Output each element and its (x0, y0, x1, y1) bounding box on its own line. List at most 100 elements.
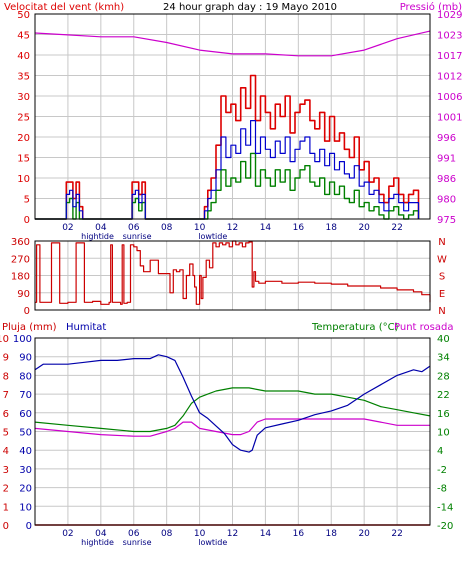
top-hour-tick: 14 (260, 223, 272, 233)
top-tide-label: hightide (81, 232, 114, 241)
top-hour-tick: 12 (227, 223, 238, 233)
temperature-tick: 10 (437, 428, 450, 439)
wind-speed-tick: 45 (17, 31, 30, 42)
temperature-tick: -8 (437, 484, 447, 495)
direction-tick: 360 (11, 237, 30, 248)
top-tide-label: lowtide (198, 232, 227, 241)
wind-speed-tick: 35 (17, 72, 30, 83)
bottom-tide-label: lowtide (198, 538, 227, 547)
humidity-tick: 80 (19, 371, 32, 382)
pressure-tick: 1017 (437, 51, 462, 62)
wind-speed-tick: 40 (17, 51, 30, 62)
temperature-tick: 22 (437, 390, 450, 401)
direction-tick: 0 (24, 306, 30, 317)
top-frame (34, 13, 431, 220)
top-title: 24 hour graph day : 19 Mayo 2010 (163, 2, 337, 13)
rain-tick: 1 (3, 502, 9, 513)
wind-speed-tick: 0 (24, 215, 30, 226)
direction-letter: S (439, 272, 445, 283)
direction-letter: N (438, 306, 445, 317)
direction-tick: 180 (11, 272, 30, 283)
rain-tick: 5 (3, 428, 9, 439)
temperature-tick: -14 (437, 502, 453, 513)
pressure-tick: 980 (437, 195, 456, 206)
bottom-hour-tick: 02 (62, 529, 73, 539)
top-hour-tick: 22 (391, 223, 402, 233)
rain-tick: 0 (3, 521, 9, 532)
temperature-tick: 34 (437, 353, 450, 364)
humidity-tick: 20 (19, 484, 32, 495)
top-left-label: Velocitat del vent (kmh) (4, 2, 124, 13)
bottom-hour-tick: 06 (128, 529, 140, 539)
bottom-hour-tick: 10 (194, 529, 206, 539)
rain-tick: 6 (3, 409, 9, 420)
rain-tick: 8 (3, 371, 9, 382)
bottom-tide-label: hightide (81, 538, 114, 547)
humidity-tick: 60 (19, 409, 32, 420)
direction-letter: N (438, 237, 445, 248)
bottom-hour-tick: 20 (358, 529, 370, 539)
direction-letter: W (437, 254, 447, 265)
top-hour-tick: 08 (161, 223, 173, 233)
top-hour-tick: 16 (293, 223, 305, 233)
bottom-dew-label: Punt rosada (394, 322, 453, 333)
top-tide-label: sunrise (123, 232, 152, 241)
temperature-tick: 16 (437, 409, 450, 420)
wind-speed-tick: 50 (17, 10, 30, 21)
wind-speed-tick: 10 (17, 174, 30, 185)
rain-tick: 2 (3, 484, 9, 495)
top-hour-tick: 18 (326, 223, 338, 233)
pressure-tick: 1012 (437, 72, 462, 83)
wind-gust-line (35, 74, 420, 220)
wind-speed-tick: 5 (24, 195, 30, 206)
rain-tick: 3 (3, 465, 9, 476)
grid-layer (35, 14, 430, 525)
bottom-hour-tick: 08 (161, 529, 173, 539)
humidity-tick: 70 (19, 390, 32, 401)
temperature-tick: 28 (437, 371, 450, 382)
direction-letter: E (439, 289, 445, 300)
dewpoint-line (34, 418, 430, 437)
wind-speed-tick: 25 (17, 113, 30, 124)
pressure-tick: 996 (437, 133, 456, 144)
pressure-tick: 991 (437, 154, 456, 165)
rain-tick: 7 (3, 390, 9, 401)
bottom-rain-label: Pluja (mm) (2, 322, 57, 333)
humidity-tick: 30 (19, 465, 32, 476)
rain-tick: 4 (3, 446, 9, 457)
humidity-tick: 50 (19, 428, 32, 439)
bottom-hour-tick: 16 (293, 529, 305, 539)
bottom-hour-tick: 14 (260, 529, 272, 539)
top-hour-tick: 04 (95, 223, 107, 233)
top-hour-tick: 10 (194, 223, 206, 233)
tick-label-layer: 5045403530252015105010291023101710121006… (0, 10, 462, 547)
humidity-tick: 90 (19, 353, 32, 364)
rain-tick: 10 (0, 334, 9, 345)
pressure-line (34, 30, 431, 57)
temperature-tick: 4 (437, 446, 443, 457)
humidity-tick: 40 (19, 446, 32, 457)
temperature-tick: -2 (437, 465, 447, 476)
temperature-line (34, 387, 431, 433)
pressure-tick: 1001 (437, 113, 462, 124)
bottom-hour-tick: 22 (391, 529, 402, 539)
pressure-tick: 1029 (437, 10, 462, 21)
top-right-label: Pressió (mb) (400, 1, 462, 13)
pressure-tick: 975 (437, 215, 456, 226)
bottom-temp-label: Temperatura (°C) (311, 322, 399, 333)
temperature-tick: 40 (437, 334, 450, 345)
frame-layer (34, 13, 431, 526)
rain-tick: 9 (3, 353, 9, 364)
humidity-tick: 100 (13, 334, 32, 345)
top-hour-tick: 02 (62, 223, 73, 233)
bottom-hour-tick: 12 (227, 529, 238, 539)
temperature-tick: -20 (437, 521, 453, 532)
top-hour-tick: 20 (358, 223, 370, 233)
direction-tick: 270 (11, 254, 30, 265)
bottom-frame (34, 337, 431, 526)
top-hour-tick: 06 (128, 223, 140, 233)
middle-frame (34, 240, 431, 311)
pressure-tick: 1023 (437, 31, 462, 42)
